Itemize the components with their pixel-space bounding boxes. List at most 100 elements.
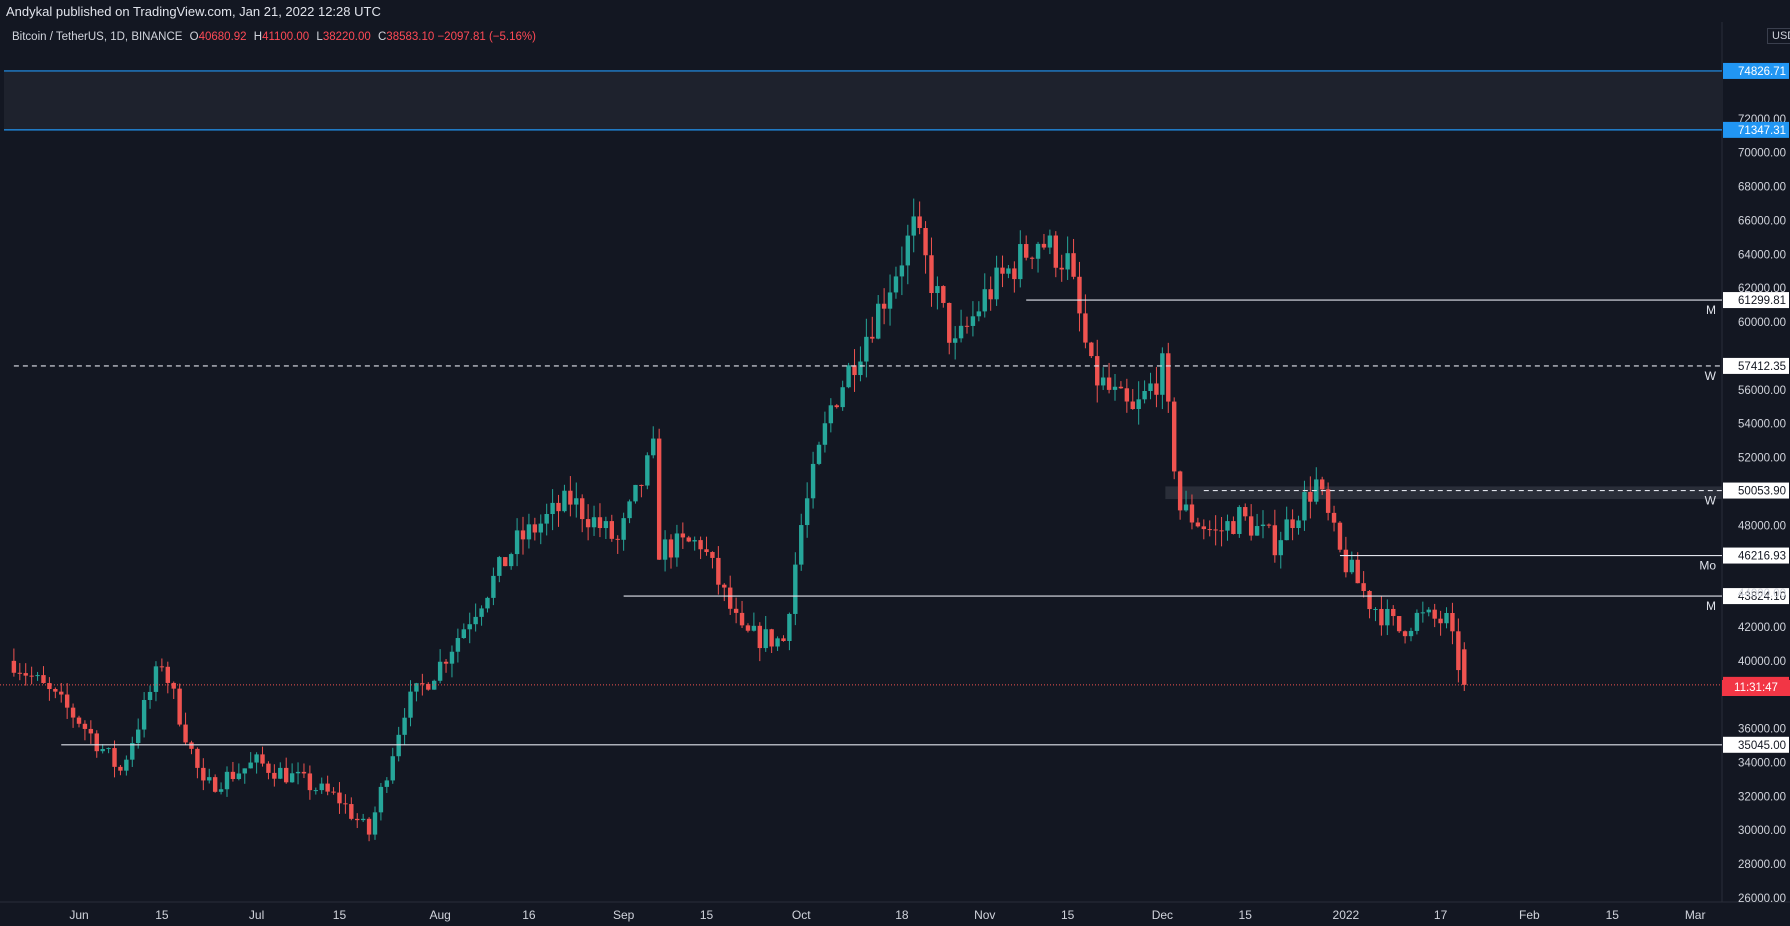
time-tick-label: Aug (429, 908, 450, 922)
candle-body (988, 289, 993, 300)
candle (1136, 381, 1141, 425)
candle-body (396, 734, 401, 757)
candle (408, 680, 413, 727)
candle-body (130, 743, 135, 760)
candle (520, 516, 526, 555)
candle (1367, 590, 1372, 619)
price-tick-label: 56000.00 (1738, 385, 1786, 397)
candle-body (420, 683, 425, 685)
candle-body (852, 365, 857, 376)
candle (147, 685, 153, 709)
candle (846, 362, 851, 389)
candle (728, 575, 733, 615)
candle-body (41, 675, 46, 684)
candle (1373, 607, 1378, 622)
candle (272, 764, 277, 787)
candle-body (514, 530, 520, 555)
candle (680, 522, 686, 549)
candle (1432, 603, 1437, 628)
candle-body (905, 235, 910, 266)
close-label: C (377, 31, 387, 43)
candle-body (1385, 608, 1390, 626)
time-tick-label: 16 (522, 908, 536, 922)
candle-body (1142, 390, 1147, 400)
candle (947, 302, 952, 355)
candle-body (100, 748, 105, 752)
candle (1000, 255, 1005, 288)
candle-body (710, 552, 715, 558)
candle (319, 777, 324, 794)
candle-body (1213, 529, 1218, 531)
candle (1308, 476, 1313, 519)
candle-body (816, 444, 822, 464)
level-price-tag (1723, 736, 1789, 753)
candle-body (236, 773, 242, 779)
candle-body (278, 767, 283, 779)
level-price-tag (1723, 357, 1789, 374)
candle-body (538, 523, 543, 533)
candle-body (574, 498, 579, 505)
candle (1379, 595, 1384, 636)
candle (544, 503, 549, 536)
candle (645, 452, 650, 490)
candle-body (627, 501, 632, 519)
candle-body (952, 338, 958, 343)
candle (284, 757, 289, 784)
candle (1207, 520, 1212, 537)
candle-body (1160, 353, 1165, 395)
candle (29, 666, 34, 685)
candle-body (1006, 268, 1011, 274)
candle-body (674, 533, 680, 558)
candle-body (360, 818, 366, 821)
candle-body (793, 564, 798, 614)
candle (639, 484, 644, 498)
candle (757, 622, 762, 662)
candle (325, 775, 330, 796)
candle-body (1349, 559, 1354, 573)
blue-band-fill (4, 70, 1722, 130)
change-value: −2097.81 (−5.16%) (437, 31, 536, 43)
candle-body (378, 786, 384, 813)
candle (1408, 627, 1414, 642)
candle (165, 661, 170, 694)
candle (1320, 476, 1325, 496)
candle-body (17, 672, 22, 674)
candle-body (1024, 244, 1029, 258)
candle (781, 635, 786, 642)
candle-body (426, 683, 431, 690)
candle-body (106, 748, 111, 750)
candle (1100, 367, 1106, 390)
candle-body (941, 286, 946, 303)
candle-body (467, 624, 472, 630)
candle-body (686, 537, 691, 542)
candle-body (1059, 267, 1064, 270)
price-tick-label: 40000.00 (1738, 656, 1786, 668)
candle-body (455, 638, 461, 652)
time-axis-bg (0, 902, 1790, 926)
candle-body (443, 661, 449, 664)
candle (420, 673, 425, 696)
level-label: W (1705, 369, 1717, 383)
candle (1385, 599, 1390, 636)
candle (1450, 602, 1455, 645)
candle (313, 787, 318, 795)
candle-body (284, 767, 289, 783)
currency-label[interactable]: USDT (1767, 28, 1790, 44)
candle (710, 551, 715, 569)
symbol-name[interactable]: Bitcoin / TetherUS, 1D, BINANCE (12, 31, 183, 43)
candle-body (432, 680, 437, 690)
candle-body (692, 540, 697, 542)
candle (698, 536, 703, 560)
candle (716, 546, 721, 595)
candle (64, 683, 70, 719)
price-tick-label: 26000.00 (1738, 893, 1786, 905)
open-value: 40680.92 (198, 31, 247, 43)
price-tick-label: 32000.00 (1738, 791, 1786, 803)
candle (432, 679, 437, 690)
candle-body (159, 666, 165, 668)
candle (349, 797, 354, 821)
candle (207, 768, 212, 784)
candle-body (1130, 401, 1135, 410)
candle-body (1177, 471, 1183, 511)
